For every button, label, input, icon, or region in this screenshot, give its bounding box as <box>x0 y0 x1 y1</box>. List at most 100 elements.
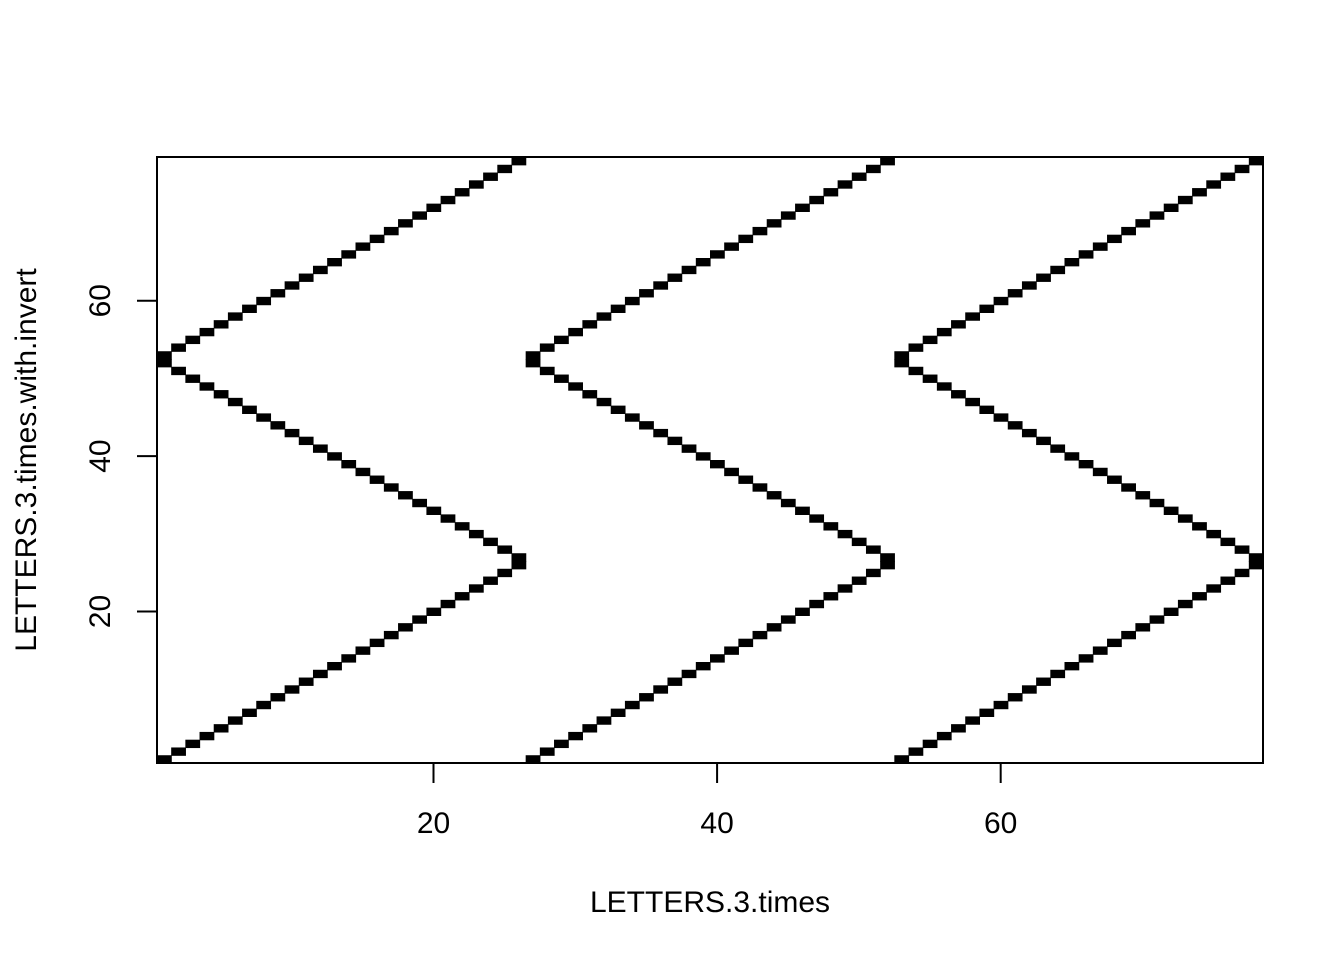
heatmap-cell <box>185 335 201 345</box>
heatmap-cell <box>695 452 711 461</box>
heatmap-cell <box>667 436 683 446</box>
heatmap-cell <box>1021 281 1037 290</box>
heatmap-cell <box>213 724 229 733</box>
heatmap-cell <box>440 195 456 205</box>
heatmap-cell <box>780 498 796 508</box>
heatmap-cell <box>880 561 895 570</box>
heatmap-cell <box>851 537 867 547</box>
heatmap-cell <box>355 242 371 251</box>
heatmap-cell <box>1192 188 1207 197</box>
heatmap-cell <box>596 716 612 725</box>
heatmap-cell <box>667 677 683 686</box>
heatmap-cell <box>610 708 626 717</box>
heatmap-cell <box>468 529 484 539</box>
heatmap-cell <box>483 172 498 181</box>
heatmap-cell <box>454 522 470 531</box>
heatmap-cell <box>298 273 314 282</box>
x-tick-label: 20 <box>417 807 450 840</box>
heatmap-cell <box>270 693 286 702</box>
heatmap-cell <box>894 359 910 368</box>
heatmap-cell <box>1177 599 1193 609</box>
heatmap-cell <box>951 724 966 733</box>
heatmap-cell <box>298 677 314 686</box>
plot-frame <box>156 156 1264 764</box>
heatmap-cell <box>327 452 342 461</box>
heatmap-cell <box>837 180 853 189</box>
heatmap-cell <box>681 669 697 679</box>
heatmap-cell <box>653 685 669 694</box>
heatmap-cell <box>752 483 768 492</box>
heatmap-cell <box>1007 421 1023 430</box>
heatmap-cell <box>880 157 895 166</box>
heatmap-cell <box>851 576 867 585</box>
heatmap-cell <box>993 296 1009 306</box>
y-tick-label: 20 <box>84 595 117 628</box>
heatmap-cell <box>1192 592 1207 601</box>
x-tick-label: 60 <box>984 807 1017 840</box>
heatmap-cell <box>1107 234 1122 244</box>
heatmap-cell <box>525 359 541 368</box>
heatmap-cell <box>1234 568 1250 578</box>
heatmap-cell <box>539 747 555 756</box>
heatmap-cell <box>270 289 286 298</box>
heatmap-cell <box>1135 219 1151 228</box>
heatmap-cell <box>227 716 243 725</box>
heatmap-cell <box>1036 677 1051 686</box>
heatmap-cell <box>511 553 527 562</box>
heatmap-cell <box>1206 584 1222 593</box>
heatmap-cell <box>894 755 910 764</box>
heatmap-cell <box>809 195 825 205</box>
heatmap-cell <box>199 327 215 337</box>
heatmap-cell <box>227 312 243 321</box>
heatmap-cell <box>1121 483 1136 492</box>
heatmap-cell <box>312 444 328 453</box>
heatmap-cell <box>483 537 498 547</box>
heatmap-cell <box>639 421 654 430</box>
heatmap-cell <box>1092 646 1108 655</box>
heatmap-cell <box>993 700 1009 710</box>
heatmap-cell <box>1078 250 1094 259</box>
heatmap-cell <box>766 623 782 632</box>
y-tick-label: 40 <box>84 439 117 472</box>
heatmap-cell <box>383 226 399 236</box>
heatmap-cell <box>710 654 725 663</box>
heatmap-cell <box>1064 258 1080 267</box>
heatmap-cell <box>1064 452 1080 461</box>
heatmap-cell <box>412 615 428 624</box>
heatmap-cell <box>653 281 669 290</box>
heatmap-cell <box>780 615 796 624</box>
heatmap-cell <box>865 545 881 554</box>
heatmap-cell <box>851 172 867 181</box>
y-tick-label: 60 <box>84 284 117 317</box>
heatmap-cell <box>185 374 201 383</box>
heatmap-cell <box>936 731 952 741</box>
heatmap-cell <box>440 514 456 523</box>
heatmap-cell <box>1248 157 1264 166</box>
heatmap-cell <box>823 188 839 197</box>
heatmap-cell <box>1135 623 1151 632</box>
heatmap-cell <box>653 428 669 438</box>
heatmap-cell <box>1163 203 1179 212</box>
heatmap-cell <box>398 219 413 228</box>
heatmap-cell <box>795 203 810 212</box>
y-axis: 20 40 60 <box>84 284 157 628</box>
heatmap-cell <box>213 320 229 329</box>
heatmap-cell <box>965 716 981 725</box>
heatmap-cell <box>610 405 626 414</box>
heatmap-cell <box>454 592 470 601</box>
heatmap-cell <box>724 467 739 477</box>
heatmap-cell <box>710 250 725 259</box>
heatmap-cell <box>936 327 952 337</box>
heatmap-cell <box>497 164 513 174</box>
heatmap-cell <box>1078 654 1094 663</box>
heatmap-cell <box>1078 460 1094 469</box>
heatmap-cell <box>355 646 371 655</box>
heatmap-cell <box>1177 514 1193 523</box>
heatmap-cell <box>398 623 413 632</box>
heatmap-cell <box>298 436 314 446</box>
heatmap-cell <box>752 226 768 236</box>
heatmap-cell <box>242 304 257 313</box>
heatmap-cell <box>284 428 300 438</box>
heatmap-cell <box>865 164 881 174</box>
